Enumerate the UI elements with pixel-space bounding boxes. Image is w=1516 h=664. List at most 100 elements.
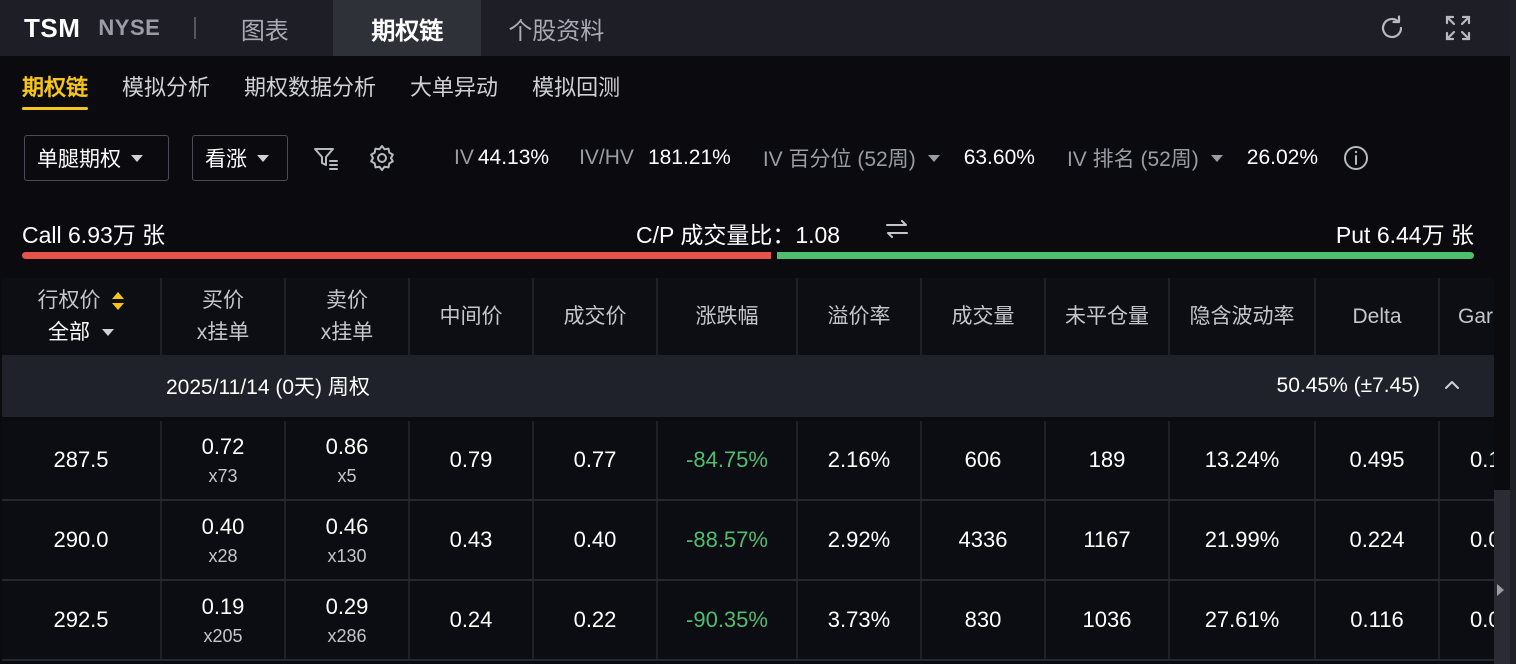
- swap-icon[interactable]: [884, 216, 910, 248]
- caret-down-icon: [102, 329, 114, 336]
- cell-volume: 830: [922, 581, 1046, 659]
- info-icon[interactable]: [1340, 142, 1372, 174]
- iv-label: IV: [454, 146, 474, 169]
- col-strike[interactable]: 行权价 全部: [2, 278, 162, 355]
- cell-premium: 3.73%: [798, 581, 922, 659]
- iv-hv-label: IV/HV: [579, 146, 634, 169]
- iv-percentile-stat[interactable]: IV 百分位 (52周) 63.60%: [763, 143, 1035, 173]
- col-delta-label: Delta: [1352, 304, 1402, 328]
- cell-strike: 287.5: [2, 421, 162, 499]
- iv-hv-stat: IV/HV 181.21%: [579, 146, 731, 170]
- col-volume[interactable]: 成交量: [922, 278, 1046, 355]
- cell-mid: 0.43: [410, 501, 534, 579]
- subtab-option-chain[interactable]: 期权链: [22, 56, 89, 116]
- refresh-icon[interactable]: [1376, 12, 1408, 44]
- cell-bid: 0.72 x73: [162, 421, 286, 499]
- put-volume-bar: [777, 252, 1474, 259]
- chevron-up-icon[interactable]: [1442, 375, 1462, 395]
- col-mid[interactable]: 中间价: [410, 278, 534, 355]
- strike-header-label: 行权价: [37, 288, 101, 312]
- sort-icon[interactable]: [111, 290, 125, 312]
- option-chain-table: 行权价 全部 买价 x挂单 卖价 x挂单 中间价 成交价 涨跌幅 溢价率 成交量…: [2, 278, 1494, 664]
- leg-type-value: 单腿期权: [37, 148, 121, 171]
- cell-change: -84.75%: [658, 421, 798, 499]
- ask-price: 0.29: [325, 593, 369, 619]
- col-premium-label: 溢价率: [827, 304, 891, 328]
- cell-change: -88.57%: [658, 501, 798, 579]
- subtab-backtest[interactable]: 模拟回测: [532, 75, 621, 100]
- col-ask-size-label: x挂单: [320, 320, 374, 344]
- iv-rank-stat[interactable]: IV 排名 (52周) 26.02%: [1067, 143, 1318, 173]
- col-bid-label: 买价: [202, 288, 244, 312]
- cp-volume-ratio: C/P 成交量比：1.08: [636, 222, 841, 248]
- subtab-simulation[interactable]: 模拟分析: [122, 75, 211, 100]
- cell-open-interest: 189: [1046, 421, 1170, 499]
- filter-icon[interactable]: [310, 142, 342, 174]
- fullscreen-icon[interactable]: [1442, 12, 1474, 44]
- filter-bar: 单腿期权 看涨 IV 44.13% IV/HV 181.21% IV 百分位 (…: [0, 116, 1510, 200]
- cell-volume: 606: [922, 421, 1046, 499]
- col-open-interest-label: 未平仓量: [1065, 304, 1149, 328]
- gear-icon[interactable]: [366, 142, 398, 174]
- subtab-unusual-activity[interactable]: 大单异动: [410, 75, 499, 100]
- col-gamma-label: Gar: [1458, 304, 1494, 328]
- cell-change: -90.35%: [658, 581, 798, 659]
- bid-size: x73: [208, 465, 238, 486]
- put-volume: Put 6.44万 张: [1335, 222, 1474, 248]
- tab-option-chain[interactable]: 期权链: [333, 0, 482, 56]
- iv-rank-value: 26.02%: [1246, 146, 1319, 169]
- tab-label: 图表: [240, 17, 289, 45]
- cell-bid: 0.40 x28: [162, 501, 286, 579]
- strike-filter-value: 全部: [48, 320, 90, 344]
- leg-type-select[interactable]: 单腿期权: [24, 135, 169, 181]
- col-open-interest[interactable]: 未平仓量: [1046, 278, 1170, 355]
- caret-down-icon: [927, 154, 940, 162]
- iv-percentile-label: IV 百分位 (52周): [762, 148, 916, 171]
- cell-gamma: 0.0: [1470, 607, 1494, 632]
- table-row[interactable]: 292.5 0.19 x205 0.29 x286 0.24 0.22 -90.35…: [2, 581, 1494, 661]
- table-body: 287.5 0.72 x73 0.86 x5 0.79 0.77 -84.75% 2…: [2, 421, 1494, 661]
- col-bid[interactable]: 买价 x挂单: [162, 278, 286, 355]
- strike-filter[interactable]: 全部: [48, 317, 114, 349]
- iv-stat: IV 44.13%: [454, 146, 549, 170]
- tab-chart[interactable]: 图表: [196, 0, 333, 56]
- ask-price: 0.86: [325, 433, 369, 459]
- cell-open-interest: 1167: [1046, 501, 1170, 579]
- col-implied-vol-label: 隐含波动率: [1189, 304, 1295, 328]
- col-gamma[interactable]: Gar: [1440, 278, 1494, 355]
- caret-down-icon: [131, 154, 143, 162]
- cell-implied-vol: 13.24%: [1170, 421, 1316, 499]
- cell-gamma: 0.0: [1470, 527, 1494, 552]
- cell-ask: 0.29 x286: [286, 581, 410, 659]
- col-premium[interactable]: 溢价率: [798, 278, 922, 355]
- window-edge: [1510, 0, 1516, 664]
- expiry-group-header[interactable]: 2025/11/14 (0天) 周权 50.45% (±7.45): [2, 355, 1494, 417]
- scroll-right-icon[interactable]: [1497, 584, 1504, 596]
- col-bid-size-label: x挂单: [196, 320, 250, 344]
- bid-price: 0.40: [201, 513, 245, 539]
- col-ask[interactable]: 卖价 x挂单: [286, 278, 410, 355]
- table-row[interactable]: 290.0 0.40 x28 0.46 x130 0.43 0.40 -88.57%…: [2, 501, 1494, 581]
- cell-bid: 0.19 x205: [162, 581, 286, 659]
- col-change[interactable]: 涨跌幅: [658, 278, 798, 355]
- volume-ratio-bar: [22, 252, 1474, 259]
- iv-hv-value: 181.21%: [647, 146, 731, 169]
- bid-size: x28: [208, 545, 238, 566]
- divider: [194, 17, 197, 39]
- col-volume-label: 成交量: [951, 304, 1015, 328]
- col-implied-vol[interactable]: 隐含波动率: [1170, 278, 1316, 355]
- top-bar: TSM NYSE 图表 期权链 个股资料: [0, 0, 1510, 56]
- ask-price: 0.46: [325, 513, 369, 539]
- iv-percentile-value: 63.60%: [963, 146, 1035, 169]
- table-row[interactable]: 287.5 0.72 x73 0.86 x5 0.79 0.77 -84.75% 2…: [2, 421, 1494, 501]
- subtab-option-analytics[interactable]: 期权数据分析: [244, 75, 377, 100]
- iv-rank-label: IV 排名 (52周): [1066, 148, 1199, 171]
- col-delta[interactable]: Delta: [1316, 278, 1440, 355]
- scrollbar[interactable]: [1494, 490, 1510, 664]
- cell-implied-vol: 27.61%: [1170, 581, 1316, 659]
- col-last[interactable]: 成交价: [534, 278, 658, 355]
- tab-label: 个股资料: [508, 17, 605, 45]
- cell-ask: 0.46 x130: [286, 501, 410, 579]
- direction-select[interactable]: 看涨: [192, 135, 288, 181]
- tab-stock-profile[interactable]: 个股资料: [481, 0, 631, 56]
